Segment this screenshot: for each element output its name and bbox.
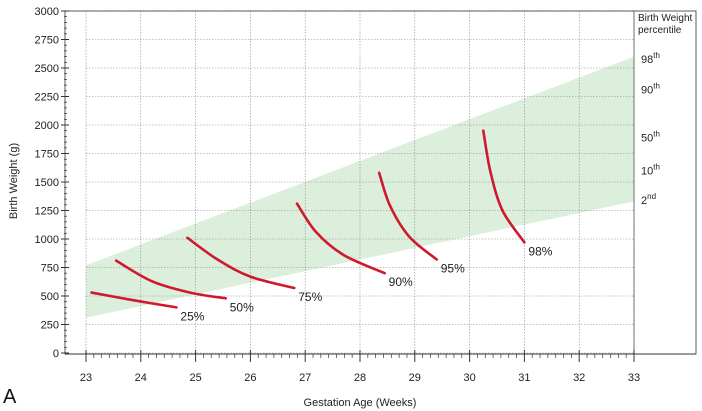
x-tick-label: 26	[244, 372, 256, 384]
curve-label-90pct: 90%	[389, 275, 413, 289]
curve-label-98pct: 98%	[528, 244, 552, 258]
y-tick-label: 0	[53, 348, 59, 360]
series-curve-90pct	[295, 202, 386, 275]
legend-title-line1: Birth Weight	[638, 13, 693, 24]
y-tick-label: 1000	[35, 234, 59, 246]
curve-label-25pct: 25%	[180, 309, 204, 323]
percentile-band-area	[86, 56, 634, 318]
curve-label-95pct: 95%	[441, 262, 465, 276]
x-axis-title: Gestation Age (Weeks)	[304, 397, 417, 409]
legend-title-line2: percentile	[638, 25, 682, 36]
x-tick-label: 24	[135, 372, 147, 384]
y-tick-label: 1750	[35, 149, 59, 161]
legend-percentile-value: 98	[641, 54, 653, 66]
series-layer	[90, 129, 526, 309]
percentile-band	[86, 56, 634, 318]
legend-percentile-suffix: th	[653, 51, 660, 60]
legend-percentile-90: 90th	[641, 82, 660, 97]
y-tick-label: 1500	[35, 177, 59, 189]
x-tick-label: 27	[299, 372, 311, 384]
axes: 0250500750100012501500175020002250250027…	[35, 6, 697, 384]
legend-percentile-value: 2	[641, 195, 647, 207]
curve-label-50pct: 50%	[230, 300, 254, 314]
series-curve-75pct	[186, 236, 296, 290]
legend-percentile-98: 98th	[641, 51, 660, 66]
x-tick-label: 29	[409, 372, 421, 384]
y-tick-label: 250	[41, 320, 59, 332]
y-tick-label: 2500	[35, 63, 59, 75]
grid	[85, 10, 635, 354]
x-tick-label: 31	[518, 372, 530, 384]
series-curve-95pct	[377, 171, 439, 261]
legend-percentile-suffix: nd	[647, 192, 656, 201]
x-tick-label: 33	[628, 372, 640, 384]
x-tick-label: 30	[463, 372, 475, 384]
y-tick-label: 3000	[35, 6, 59, 18]
panel-label: A	[3, 386, 17, 408]
legend-percentile-suffix: th	[653, 82, 660, 91]
legend-percentile-value: 50	[641, 133, 653, 145]
series-curve-98pct	[482, 129, 526, 244]
legend-percentile-suffix: th	[653, 163, 660, 172]
y-axis-title: Birth Weight (g)	[8, 143, 20, 219]
y-tick-label: 1250	[35, 206, 59, 218]
y-tick-label: 500	[41, 291, 59, 303]
legend-percentile-suffix: th	[653, 130, 660, 139]
y-tick-label: 2750	[35, 35, 59, 47]
labels-layer: 25% 50% 75% 90% 95% 98%	[180, 244, 552, 323]
legend-percentile-10: 10th	[641, 163, 660, 178]
y-tick-label: 2000	[35, 120, 59, 132]
legend-percentile-value: 90	[641, 85, 653, 97]
curve-label-75pct: 75%	[298, 290, 322, 304]
x-tick-label: 28	[354, 372, 366, 384]
series-curve-50pct	[114, 259, 228, 300]
x-tick-label: 25	[189, 372, 201, 384]
legend-percentile-value: 10	[641, 166, 653, 178]
series-curve-25pct	[90, 291, 178, 309]
legend-percentile-50: 50th	[641, 130, 660, 145]
legend-percentile-2: 2nd	[641, 192, 656, 207]
x-tick-label: 32	[573, 372, 585, 384]
legend: Birth Weightpercentile98th90th50th10th2n…	[638, 13, 693, 207]
y-tick-label: 750	[41, 263, 59, 275]
x-tick-label: 23	[80, 372, 92, 384]
y-tick-label: 2250	[35, 92, 59, 104]
